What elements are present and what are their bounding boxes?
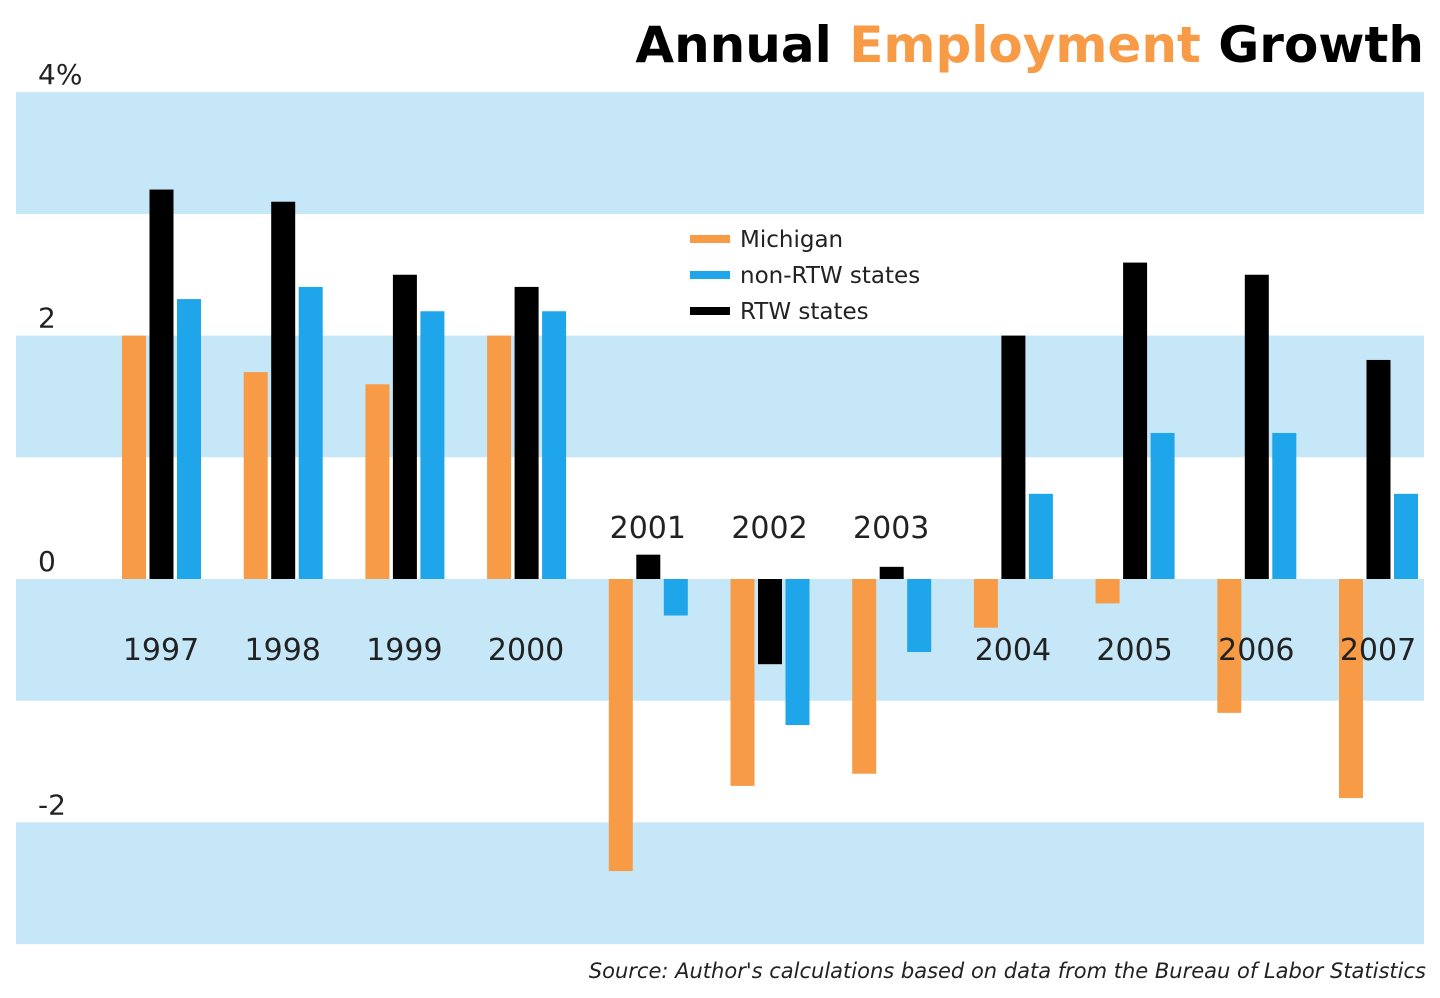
- title-part-1: Annual: [635, 16, 831, 74]
- legend-item: Michigan: [690, 227, 843, 253]
- bar-non-rtw-states-2002: [785, 579, 810, 726]
- bar-non-rtw-states-2000: [542, 311, 567, 579]
- bar-michigan-2003: [852, 579, 877, 774]
- x-tick-label: 2006: [1218, 633, 1294, 668]
- bar-michigan-2001: [608, 579, 633, 872]
- bar-non-rtw-states-2005: [1150, 432, 1175, 579]
- y-tick-label: 4%: [38, 58, 82, 91]
- x-tick-label: 2004: [975, 633, 1051, 668]
- bar-michigan-2005: [1095, 579, 1120, 604]
- x-tick-label: 2003: [853, 511, 929, 546]
- bar-rtw-states-2001: [636, 554, 661, 579]
- bar-rtw-states-1998: [271, 201, 296, 580]
- bar-rtw-states-2004: [1001, 335, 1026, 579]
- bar-rtw-states-1999: [392, 274, 417, 579]
- bar-rtw-states-2002: [758, 579, 782, 665]
- legend-item: RTW states: [690, 299, 869, 325]
- grid-band: [16, 822, 1424, 945]
- bar-non-rtw-states-2007: [1394, 493, 1418, 579]
- bar-michigan-2006: [1217, 579, 1242, 713]
- x-tick-label: 1998: [245, 633, 321, 668]
- bar-michigan-2000: [487, 335, 512, 579]
- x-tick-label: 2002: [731, 511, 807, 546]
- bar-rtw-states-1997: [149, 189, 174, 579]
- bar-non-rtw-states-1998: [298, 286, 323, 579]
- x-tick-label: 2005: [1096, 633, 1172, 668]
- bar-non-rtw-states-2003: [907, 579, 932, 653]
- title-part-2: Employment: [849, 16, 1201, 74]
- bar-michigan-1999: [365, 384, 390, 579]
- x-tick-label: 1997: [123, 633, 199, 668]
- legend-label: non-RTW states: [740, 263, 920, 289]
- grid-band: [16, 579, 1424, 701]
- legend-swatch: [690, 271, 730, 279]
- bar-michigan-2002: [730, 579, 755, 786]
- legend-label: RTW states: [740, 299, 869, 325]
- bar-rtw-states-2003: [879, 566, 904, 579]
- legend-swatch: [690, 235, 730, 243]
- title-part-3: Growth: [1218, 16, 1424, 74]
- bar-rtw-states-2007: [1366, 359, 1391, 579]
- source-note: Source: Author's calculations based on d…: [589, 959, 1426, 983]
- y-tick-label: 2: [38, 302, 56, 335]
- bar-non-rtw-states-2006: [1272, 432, 1297, 579]
- grid-band: [16, 335, 1424, 458]
- chart-title: Annual Employment Growth: [635, 16, 1424, 74]
- legend-item: non-RTW states: [690, 263, 920, 289]
- bar-non-rtw-states-1997: [177, 299, 201, 579]
- bar-rtw-states-2000: [514, 286, 539, 579]
- x-tick-label: 1999: [366, 633, 442, 668]
- bar-michigan-1998: [243, 372, 268, 579]
- grid-band: [16, 92, 1424, 214]
- legend-swatch: [690, 307, 730, 315]
- bar-michigan-2007: [1339, 579, 1363, 799]
- y-tick-label: 0: [38, 545, 56, 578]
- y-tick-label: -2: [38, 788, 66, 821]
- bar-non-rtw-states-2001: [663, 579, 688, 616]
- bar-rtw-states-2005: [1123, 262, 1148, 579]
- legend-label: Michigan: [740, 227, 843, 253]
- x-tick-label: 2001: [610, 511, 686, 546]
- bar-michigan-2004: [973, 579, 998, 628]
- bar-rtw-states-2006: [1244, 274, 1269, 579]
- x-tick-label: 2007: [1340, 633, 1416, 668]
- x-tick-label: 2000: [488, 633, 564, 668]
- bar-non-rtw-states-2004: [1028, 493, 1053, 579]
- bar-michigan-1997: [122, 335, 146, 579]
- bar-non-rtw-states-1999: [420, 311, 445, 579]
